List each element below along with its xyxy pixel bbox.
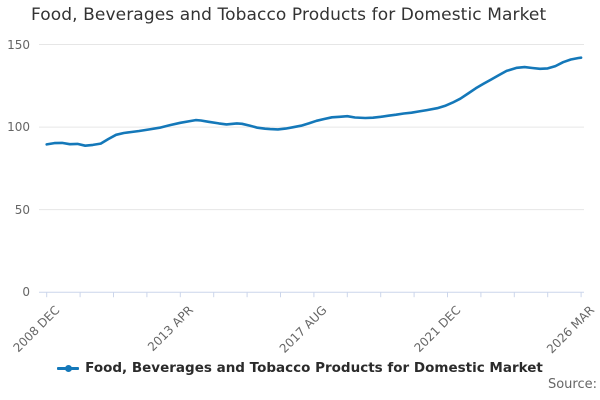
series-line-food-beverages-tobacco bbox=[45, 56, 583, 147]
chart-title: Food, Beverages and Tobacco Products for… bbox=[31, 5, 547, 25]
y-axis-tick-label: 100 bbox=[7, 120, 30, 135]
y-axis-tick-label: 0 bbox=[22, 285, 30, 300]
legend: Food, Beverages and Tobacco Products for… bbox=[0, 360, 600, 376]
legend-series-label: Food, Beverages and Tobacco Products for… bbox=[85, 360, 543, 376]
line-series-marker-icon bbox=[57, 364, 80, 372]
source-label: Source: bbox=[547, 377, 597, 392]
y-axis-tick-label: 50 bbox=[14, 202, 30, 217]
legend-item-food-beverages-tobacco[interactable]: Food, Beverages and Tobacco Products for… bbox=[57, 360, 543, 376]
y-axis-tick-label: 150 bbox=[7, 37, 30, 52]
